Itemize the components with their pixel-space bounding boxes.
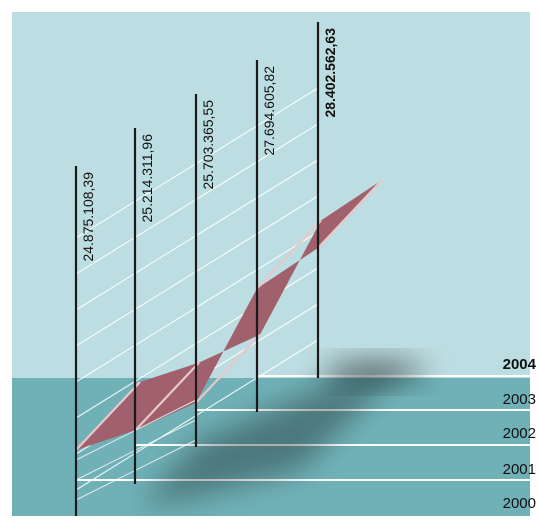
ribbon-shadow-top — [323, 360, 427, 384]
sky-panel — [12, 12, 530, 378]
value-label-2001: 25.214.311,96 — [139, 134, 155, 223]
category-label-2003: 2003 — [503, 391, 536, 408]
ribbon-point-2003 — [256, 219, 322, 290]
value-ribbon — [76, 180, 382, 450]
value-label-2004: 28.402.562,63 — [322, 28, 338, 118]
category-label-2002: 2002 — [503, 425, 536, 442]
ribbon-point-2002 — [195, 333, 261, 404]
ribbon-point-2000 — [75, 381, 141, 451]
value-label-2000: 24.875.108,39 — [80, 172, 96, 262]
category-label-2000: 2000 — [503, 495, 536, 512]
category-label-2004: 2004 — [503, 356, 537, 373]
ribbon-point-2001 — [134, 361, 200, 432]
value-label-2003: 27.694.605,82 — [261, 66, 277, 156]
category-label-2001: 2001 — [503, 461, 536, 478]
value-label-2002: 25.703.365,55 — [200, 100, 216, 190]
ribbon-point-2004 — [317, 179, 383, 249]
ribbon-shadow-floor — [140, 370, 400, 505]
